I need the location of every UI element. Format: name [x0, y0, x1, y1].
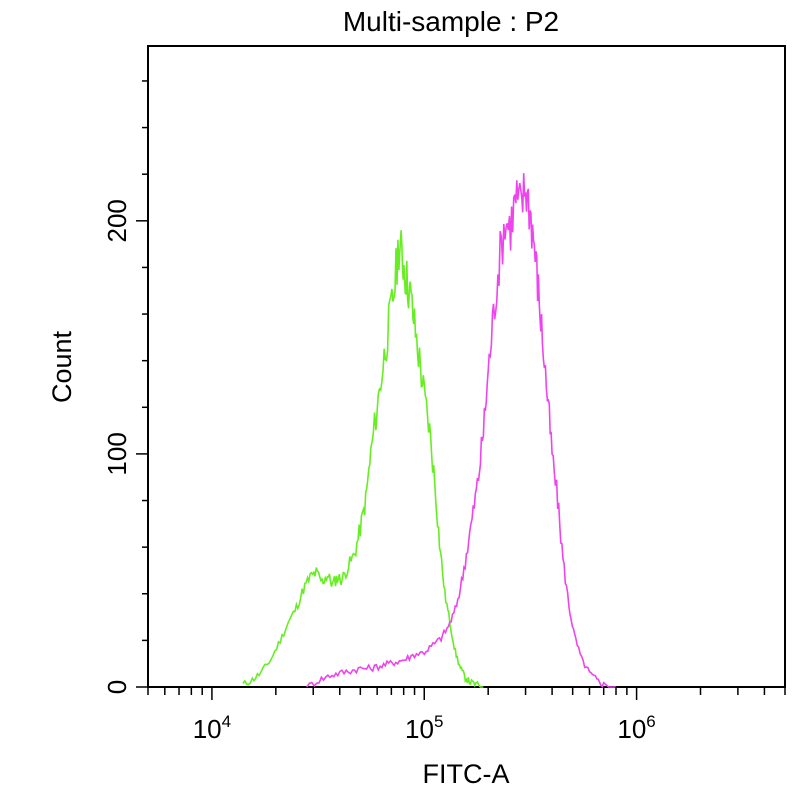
y-tick-label: 200: [102, 199, 132, 242]
series-line-2: [306, 173, 616, 688]
series-line-1: [242, 230, 484, 688]
chart-title: Multi-sample : P2: [343, 6, 559, 37]
y-axis-label: Count: [47, 330, 77, 403]
plot-frame: [147, 45, 786, 688]
x-tick-label: 106: [617, 712, 655, 744]
y-axis: 0 100 200: [102, 80, 148, 694]
x-tick-label: 104: [193, 712, 231, 744]
series-layer: [242, 173, 616, 688]
x-tick-label: 105: [405, 712, 443, 744]
x-axis-label: FITC-A: [423, 759, 510, 789]
y-tick-label: 100: [102, 432, 132, 475]
y-tick-label: 0: [102, 680, 132, 694]
x-axis: 104 105 106: [147, 687, 786, 744]
